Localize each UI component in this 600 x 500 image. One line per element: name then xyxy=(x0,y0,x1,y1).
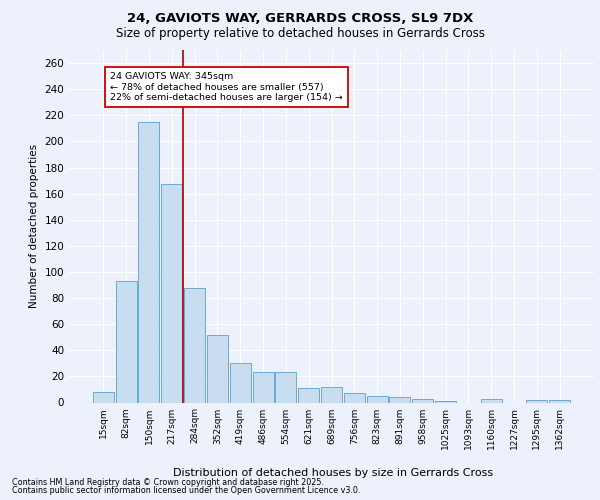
Bar xyxy=(161,184,182,402)
Bar xyxy=(139,122,160,402)
Text: Contains HM Land Registry data © Crown copyright and database right 2025.: Contains HM Land Registry data © Crown c… xyxy=(12,478,324,487)
Bar xyxy=(321,387,342,402)
Text: Size of property relative to detached houses in Gerrards Cross: Size of property relative to detached ho… xyxy=(115,28,485,40)
Text: Distribution of detached houses by size in Gerrards Cross: Distribution of detached houses by size … xyxy=(173,468,493,477)
Bar xyxy=(207,334,228,402)
Text: Contains public sector information licensed under the Open Government Licence v3: Contains public sector information licen… xyxy=(12,486,361,495)
Bar xyxy=(481,398,502,402)
Text: 24, GAVIOTS WAY, GERRARDS CROSS, SL9 7DX: 24, GAVIOTS WAY, GERRARDS CROSS, SL9 7DX xyxy=(127,12,473,26)
Bar xyxy=(526,400,547,402)
Bar xyxy=(435,401,456,402)
Bar xyxy=(412,398,433,402)
Bar xyxy=(367,396,388,402)
Bar xyxy=(184,288,205,403)
Bar xyxy=(275,372,296,402)
Text: 24 GAVIOTS WAY: 345sqm
← 78% of detached houses are smaller (557)
22% of semi-de: 24 GAVIOTS WAY: 345sqm ← 78% of detached… xyxy=(110,72,343,102)
Bar xyxy=(253,372,274,402)
Y-axis label: Number of detached properties: Number of detached properties xyxy=(29,144,39,308)
Bar xyxy=(549,400,570,402)
Bar xyxy=(116,281,137,402)
Bar xyxy=(389,398,410,402)
Bar xyxy=(230,364,251,403)
Bar xyxy=(298,388,319,402)
Bar xyxy=(93,392,114,402)
Bar xyxy=(344,394,365,402)
